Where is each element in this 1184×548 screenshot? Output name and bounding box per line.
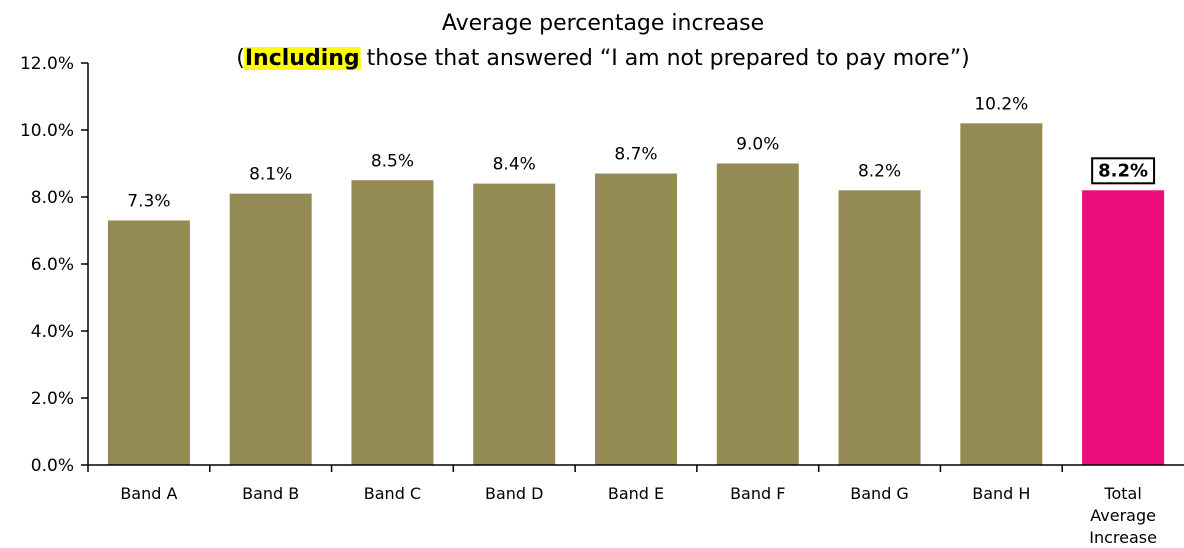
x-category-label: Total Average Increase — [1089, 484, 1157, 547]
x-category-label-line: Band F — [730, 484, 785, 503]
data-label: 10.2% — [974, 94, 1028, 114]
chart-title-line1: Average percentage increase — [442, 11, 764, 36]
title-highlight-word: Including — [245, 46, 360, 71]
x-category-label-line: Band A — [120, 484, 177, 503]
x-category-label: Band B — [242, 484, 299, 503]
y-tick-label: 2.0% — [31, 389, 74, 409]
chart-title-line2: (Including those that answered “I am not… — [236, 46, 969, 71]
data-label: 7.3% — [127, 191, 170, 211]
data-label: 9.0% — [736, 135, 779, 155]
y-tick-label: 4.0% — [31, 322, 74, 342]
data-label: 8.5% — [371, 151, 414, 171]
bar — [838, 190, 921, 466]
bar — [473, 183, 556, 465]
y-tick-label: 0.0% — [31, 456, 74, 476]
x-category-label-line: Band G — [850, 484, 909, 503]
title-rest: those that answered “I am not prepared t… — [360, 46, 970, 71]
data-label: 8.1% — [249, 165, 292, 185]
x-category-label-line: Band H — [972, 484, 1030, 503]
bar — [229, 193, 312, 465]
x-axis: Band A Band B Band C Band D Band E Band F Band… — [87, 464, 1184, 547]
data-label: 8.2% — [858, 161, 901, 181]
bar — [960, 123, 1043, 466]
y-tick-label: 12.0% — [20, 54, 74, 74]
bars-group: 7.3% 8.1% 8.5% 8.4% 8.7% 9.0% 8.2% 10.2% 8.2% — [107, 94, 1165, 466]
bar — [107, 220, 190, 465]
bar — [351, 180, 434, 465]
x-category-label: Band D — [485, 484, 543, 503]
x-category-label: Band G — [850, 484, 909, 503]
data-label: 8.4% — [493, 155, 536, 175]
x-category-label-line: Average — [1090, 506, 1156, 525]
data-label-total-box — [1091, 157, 1156, 185]
y-tick-label: 10.0% — [20, 121, 74, 141]
bar — [595, 173, 677, 466]
y-axis: 0.0% 2.0% 4.0% 6.0% 8.0% 10.0% 12.0% — [20, 54, 89, 476]
data-label-total: 8.2% — [1098, 160, 1148, 181]
x-category-label: Band F — [730, 484, 785, 503]
y-tick-label: 6.0% — [31, 255, 74, 275]
data-label: 8.7% — [614, 145, 657, 165]
bar-total — [1082, 190, 1165, 466]
title-highlight-box — [243, 47, 361, 70]
x-category-label-line: Increase — [1089, 528, 1157, 547]
x-category-label: Band A — [120, 484, 177, 503]
x-category-label-line: Band B — [242, 484, 299, 503]
x-category-label-line: Band C — [364, 484, 421, 503]
x-category-label: Band H — [972, 484, 1030, 503]
bar — [716, 163, 799, 465]
x-category-label-line: Band E — [608, 484, 664, 503]
x-category-label-line: Band D — [485, 484, 543, 503]
y-tick-label: 8.0% — [31, 188, 74, 208]
title-open-paren: ( — [236, 46, 245, 71]
x-category-label: Band C — [364, 484, 421, 503]
x-category-label: Band E — [608, 484, 664, 503]
x-category-label-line: Total — [1103, 484, 1141, 503]
